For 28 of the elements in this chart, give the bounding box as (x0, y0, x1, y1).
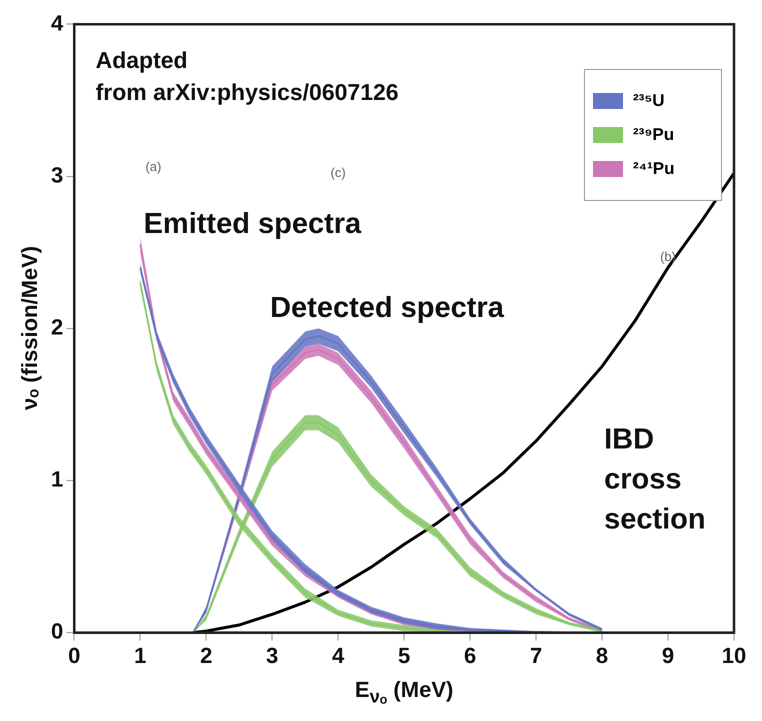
x-tick-label: 0 (68, 642, 80, 668)
annotation: (a) (145, 158, 162, 174)
x-tick-label: 3 (266, 642, 278, 668)
y-tick-label: 2 (50, 314, 64, 340)
y-tick-label: 0 (50, 618, 64, 644)
y-axis-title: νₒ (fission/MeV) (17, 246, 43, 411)
x-tick-label: 5 (398, 642, 410, 668)
legend-label: ²³⁵U (633, 91, 665, 112)
legend-label: ²⁴¹Pu (633, 159, 674, 180)
y-tick-label: 3 (50, 162, 64, 188)
y-tick-label: 1 (50, 466, 64, 492)
annotation: (b) (660, 248, 676, 264)
x-tick-label: 4 (332, 642, 346, 668)
x-tick-label: 9 (662, 642, 674, 668)
x-tick-label: 10 (722, 642, 746, 668)
annotation: Adapted from arXiv:physics/0607126 (96, 47, 399, 106)
x-tick-label: 2 (200, 642, 212, 668)
annotation: Detected spectra (270, 292, 505, 324)
x-tick-label: 1 (134, 642, 146, 668)
x-tick-label: 6 (464, 642, 476, 668)
x-tick-label: 7 (530, 642, 542, 668)
x-axis-title: E$_{νₒ}$ (MeV) (354, 677, 454, 708)
legend-label: ²³⁹Pu (633, 125, 674, 146)
y-tick-label: 4 (50, 10, 64, 36)
annotation: (c) (330, 164, 346, 180)
annotation: IBD cross section (604, 424, 706, 536)
annotation: Emitted spectra (144, 208, 362, 240)
x-tick-label: 8 (596, 642, 608, 668)
